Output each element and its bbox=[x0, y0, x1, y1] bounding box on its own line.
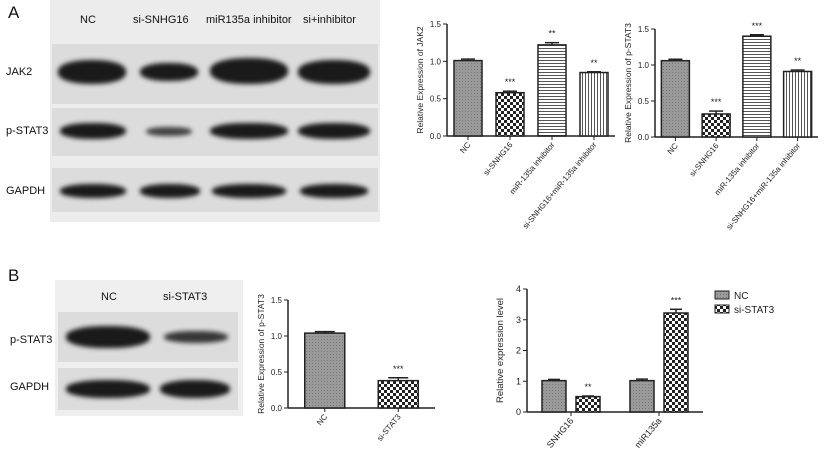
panel-label-b: B bbox=[8, 266, 20, 285]
band bbox=[140, 63, 198, 81]
lane-label: si-STAT3 bbox=[163, 291, 208, 303]
legend-swatch bbox=[714, 304, 730, 314]
y-tick-label: 1.5 bbox=[638, 25, 650, 34]
y-tick-label: 2 bbox=[516, 346, 521, 356]
panel-label-a: A bbox=[8, 3, 20, 22]
western-blot-b: NC si-STAT3 p-STAT3 GAPDH bbox=[0, 280, 245, 420]
x-tick-label: si-SNHG16+miR-135a inhibitor bbox=[725, 141, 803, 231]
row-label: GAPDH bbox=[10, 381, 50, 393]
bar bbox=[453, 59, 483, 137]
band bbox=[60, 184, 126, 198]
lane-label: miR135a inhibitor bbox=[206, 14, 292, 26]
significance-label: ** bbox=[584, 382, 592, 392]
bar bbox=[663, 312, 689, 413]
x-tick-label: NC bbox=[458, 140, 472, 155]
y-tick-label: 0.0 bbox=[638, 133, 650, 142]
bar bbox=[701, 113, 731, 138]
band bbox=[146, 127, 192, 136]
significance-label: *** bbox=[671, 295, 682, 305]
bar bbox=[575, 395, 601, 413]
significance-label: ** bbox=[590, 58, 598, 68]
chart-2: 0.0 0.5 1.0 1.5 Relative Expression of p-STA… bbox=[623, 21, 818, 232]
bar bbox=[782, 70, 813, 138]
y-tick-label: 0.0 bbox=[430, 132, 442, 141]
significance-label: *** bbox=[752, 21, 763, 31]
bar bbox=[742, 35, 772, 138]
x-tick-label: miR-135a inhibitor bbox=[713, 141, 762, 197]
significance-label: *** bbox=[711, 97, 722, 107]
band bbox=[210, 123, 288, 139]
y-tick-label: 1 bbox=[516, 376, 521, 386]
x-tick-label: miR-135a inhibitor bbox=[508, 140, 557, 196]
lane-label: NC bbox=[101, 291, 117, 303]
y-axis-label: Relative expression level bbox=[495, 298, 506, 403]
x-tick-label: si-SNHG16 bbox=[688, 141, 721, 178]
x-tick-label: si-SNHG16+miR-135a inhibitor bbox=[521, 140, 599, 230]
y-axis-label: Relative Expression of p-STAT3 bbox=[623, 23, 633, 143]
western-blot-a: NC si-SNHG16 miR135a inhibitor si+inhibi… bbox=[0, 0, 380, 222]
bar bbox=[579, 71, 609, 137]
band bbox=[58, 60, 126, 84]
x-tick-label: si-SNHG16 bbox=[482, 140, 515, 177]
bar bbox=[660, 59, 691, 138]
band bbox=[300, 184, 368, 198]
y-axis-label: Relative Expression of p-STAT3 bbox=[256, 294, 266, 414]
band bbox=[66, 380, 150, 398]
y-tick-label: 0.5 bbox=[271, 368, 283, 377]
x-tick-label: si-STAT3 bbox=[375, 412, 403, 443]
y-tick-label: 0.5 bbox=[638, 97, 650, 106]
y-tick-label: 1.0 bbox=[430, 57, 442, 66]
y-tick-label: 1.5 bbox=[271, 296, 283, 305]
band bbox=[140, 184, 200, 198]
bar bbox=[541, 379, 567, 413]
band bbox=[164, 331, 228, 343]
row-label: GAPDH bbox=[6, 185, 46, 197]
significance-label: *** bbox=[505, 77, 516, 87]
significance-label: ** bbox=[548, 29, 556, 39]
bar bbox=[495, 91, 525, 137]
row-label: p-STAT3 bbox=[6, 125, 49, 137]
bar bbox=[629, 379, 655, 413]
bar bbox=[304, 332, 346, 409]
lane-label: si+inhibitor bbox=[303, 14, 356, 26]
x-tick-label: SNHG16 bbox=[545, 416, 576, 450]
y-tick-label: 0 bbox=[516, 407, 521, 417]
band bbox=[60, 123, 126, 139]
bar bbox=[377, 379, 419, 409]
bar bbox=[537, 44, 567, 137]
band bbox=[210, 58, 288, 84]
band bbox=[298, 123, 370, 139]
row-label: JAK2 bbox=[6, 66, 33, 78]
band bbox=[212, 184, 286, 198]
x-tick-label: miR135a bbox=[633, 416, 664, 450]
band bbox=[298, 60, 370, 84]
y-axis-label: Relative Expression of JAK2 bbox=[415, 26, 425, 134]
y-tick-label: 4 bbox=[516, 284, 521, 294]
y-tick-label: 0.0 bbox=[271, 404, 283, 413]
significance-label: *** bbox=[393, 364, 404, 374]
y-tick-label: 1.0 bbox=[271, 332, 283, 341]
band bbox=[160, 380, 230, 398]
legend-label: NC bbox=[734, 291, 748, 302]
chart-3: 0.0 0.5 1.0 1.5 Relative Expression of p-STA… bbox=[256, 294, 435, 443]
y-tick-label: 1.0 bbox=[638, 61, 650, 70]
y-tick-label: 0.5 bbox=[430, 95, 442, 104]
lane-label: NC bbox=[80, 14, 96, 26]
y-tick-label: 1.5 bbox=[430, 20, 442, 29]
x-tick-label: NC bbox=[666, 141, 680, 156]
y-tick-label: 3 bbox=[516, 315, 521, 325]
chart-1: 0.0 0.5 1.0 1.5 Relative Expression of JAK2 N… bbox=[415, 20, 615, 231]
legend-label: si-STAT3 bbox=[734, 305, 775, 316]
band bbox=[66, 326, 150, 348]
x-tick-label: NC bbox=[315, 412, 329, 427]
row-label: p-STAT3 bbox=[10, 334, 53, 346]
legend-swatch bbox=[714, 290, 730, 300]
significance-label: ** bbox=[794, 56, 802, 66]
lane-label: si-SNHG16 bbox=[133, 14, 189, 26]
chart-4: 0 1 2 3 4 Relative expression level ** SNHG16 **… bbox=[495, 284, 775, 450]
